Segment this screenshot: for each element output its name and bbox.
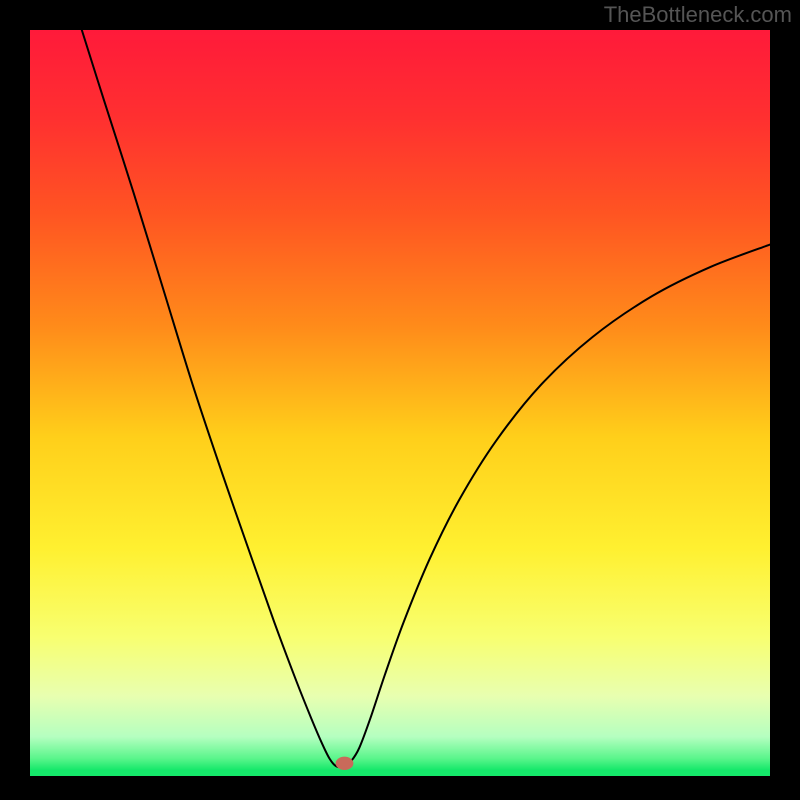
bottleneck-chart	[30, 30, 770, 770]
minimum-point-marker	[336, 757, 354, 770]
bottom-green-strip	[30, 770, 770, 776]
watermark-text: TheBottleneck.com	[604, 2, 792, 28]
gradient-background	[30, 30, 770, 770]
